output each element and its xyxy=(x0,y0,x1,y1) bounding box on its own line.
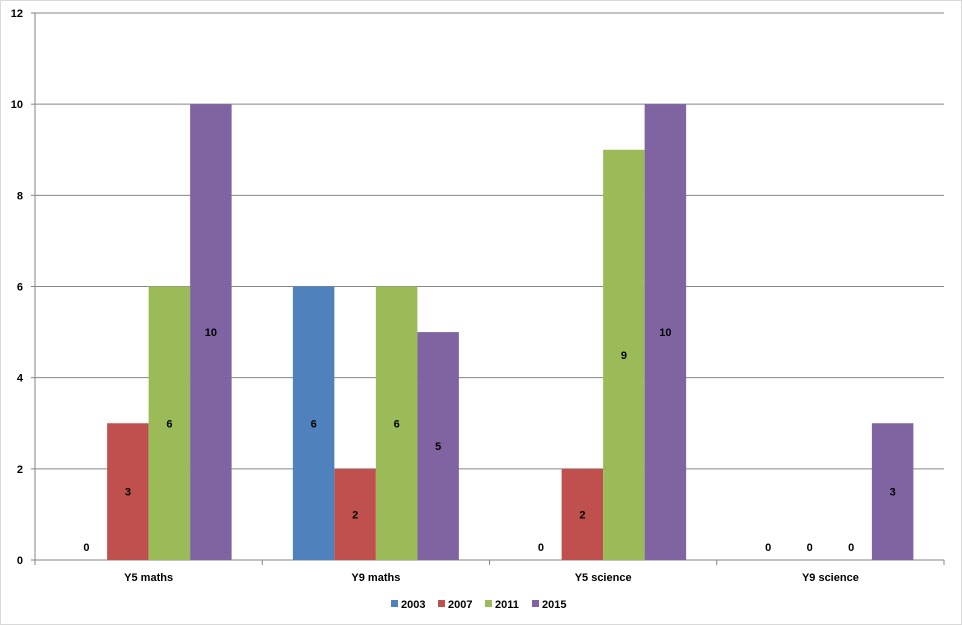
y-tick-label: 10 xyxy=(11,99,23,111)
legend-swatch-2003 xyxy=(391,600,398,607)
data-label: 5 xyxy=(435,441,441,453)
data-label: 2 xyxy=(352,509,358,521)
x-tick-label: Y5 science xyxy=(575,572,632,584)
data-label: 0 xyxy=(765,542,771,554)
bar-2011-y5-science xyxy=(603,149,645,560)
x-tick-label: Y5 maths xyxy=(124,572,173,584)
data-label: 2 xyxy=(579,509,585,521)
y-axis: 0 2 4 6 8 10 12 xyxy=(11,8,36,567)
bar-2007-y9-maths xyxy=(334,468,376,560)
bar-2007-y5-science xyxy=(561,468,604,560)
bar-2015-y9-maths xyxy=(417,332,459,560)
y-tick-label: 4 xyxy=(17,373,24,385)
bars xyxy=(107,104,914,561)
legend: 2003 2007 2011 2015 xyxy=(391,599,566,611)
bar-2015-y5-maths xyxy=(190,104,232,561)
data-label: 0 xyxy=(538,542,544,554)
bar-2007-y5-maths xyxy=(107,423,149,560)
bar-2015-y5-science xyxy=(644,104,687,561)
data-label: 6 xyxy=(311,418,317,430)
data-labels: 0 3 6 10 6 2 6 5 0 2 9 10 0 0 0 3 xyxy=(83,327,895,554)
data-label: 10 xyxy=(659,327,671,339)
data-label: 10 xyxy=(205,327,217,339)
data-label: 0 xyxy=(83,542,89,554)
bar-2011-y5-maths xyxy=(148,286,191,560)
data-label: 6 xyxy=(394,418,400,430)
bar-2003-y9-maths xyxy=(292,286,335,560)
y-tick-label: 6 xyxy=(17,282,23,294)
legend-swatch-2011 xyxy=(485,600,492,607)
legend-swatch-2015 xyxy=(532,600,539,607)
y-tick-label: 2 xyxy=(17,464,23,476)
bar-2011-y9-maths xyxy=(375,286,418,560)
legend-label-2011: 2011 xyxy=(495,599,519,611)
legend-swatch-2007 xyxy=(438,600,445,607)
data-label: 0 xyxy=(848,542,854,554)
data-label: 0 xyxy=(807,542,813,554)
data-label: 9 xyxy=(621,350,627,362)
data-label: 3 xyxy=(125,487,131,499)
legend-label-2003: 2003 xyxy=(401,599,425,611)
y-tick-label: 0 xyxy=(17,555,23,567)
data-label: 6 xyxy=(166,418,172,430)
y-tick-label: 12 xyxy=(11,8,23,20)
bar-2015-y9-science xyxy=(871,423,914,560)
data-label: 3 xyxy=(890,487,896,499)
x-tick-label: Y9 maths xyxy=(351,572,400,584)
y-tick-label: 8 xyxy=(17,190,23,202)
x-tick-label: Y9 science xyxy=(802,572,859,584)
legend-label-2007: 2007 xyxy=(448,599,472,611)
x-axis: Y5 maths Y9 maths Y5 science Y9 science xyxy=(34,559,945,584)
legend-label-2015: 2015 xyxy=(542,599,566,611)
